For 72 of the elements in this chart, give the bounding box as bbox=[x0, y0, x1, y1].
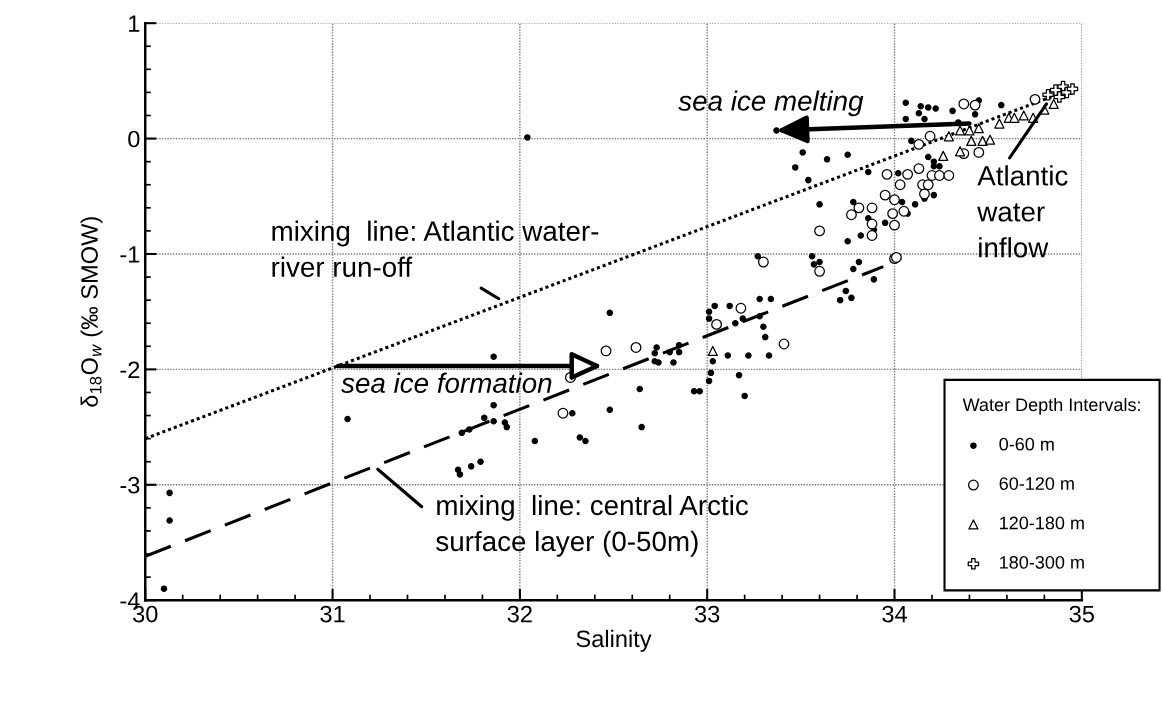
legend-label: 180-300 m bbox=[1000, 555, 1084, 569]
point bbox=[814, 265, 826, 277]
point bbox=[943, 170, 955, 181]
point bbox=[735, 302, 747, 314]
point bbox=[984, 134, 996, 145]
point bbox=[898, 205, 910, 217]
point bbox=[943, 131, 954, 142]
x-tick-label: 35 bbox=[1069, 605, 1094, 623]
y-tick-label: 0 bbox=[128, 130, 140, 148]
point bbox=[889, 194, 900, 206]
point bbox=[924, 130, 936, 142]
point bbox=[889, 219, 900, 231]
point bbox=[814, 225, 826, 237]
legend-label: 120-180 m bbox=[1000, 516, 1084, 530]
legend-label: 60-120 m bbox=[999, 477, 1074, 490]
x-tick-label: 33 bbox=[694, 605, 720, 623]
legend-label: 0-60 m bbox=[999, 437, 1054, 451]
point bbox=[1009, 112, 1020, 123]
point bbox=[958, 98, 970, 110]
x-tick-label: 32 bbox=[507, 605, 532, 623]
point bbox=[1018, 110, 1029, 121]
point bbox=[853, 202, 865, 214]
point bbox=[757, 256, 769, 268]
point bbox=[711, 318, 722, 330]
point bbox=[969, 99, 981, 111]
point bbox=[866, 202, 878, 214]
point bbox=[913, 163, 925, 175]
point bbox=[630, 342, 642, 353]
point bbox=[954, 146, 966, 157]
x-axis-title: Salinity bbox=[576, 629, 652, 652]
point bbox=[1042, 88, 1054, 101]
annotation: Atlantic water inflow bbox=[977, 165, 1068, 258]
annotation: mixing line: central Arctic surface layer (0-50m) bbox=[436, 494, 749, 557]
point bbox=[964, 125, 975, 136]
point bbox=[1029, 93, 1041, 105]
point bbox=[922, 179, 934, 191]
annotation: mixing line: Atlantic water- river run-off bbox=[272, 220, 599, 277]
point bbox=[934, 170, 945, 181]
y-tick-label: -1 bbox=[120, 246, 140, 263]
point bbox=[973, 123, 984, 134]
point bbox=[778, 338, 790, 350]
y-axis-title: δ$_{18}$O$_{w}$ (‰ SMOW) bbox=[80, 217, 103, 407]
point bbox=[977, 135, 988, 147]
point bbox=[879, 189, 891, 201]
point bbox=[938, 150, 949, 162]
point bbox=[994, 118, 1005, 129]
annotation: sea ice melting bbox=[678, 90, 864, 117]
point bbox=[1048, 98, 1059, 110]
point bbox=[1053, 91, 1066, 103]
annotation: sea ice formation bbox=[341, 372, 552, 393]
point bbox=[954, 125, 966, 136]
point bbox=[881, 168, 893, 180]
point bbox=[707, 345, 718, 357]
point bbox=[866, 230, 878, 241]
x-tick-label: 31 bbox=[320, 605, 345, 623]
point bbox=[973, 146, 985, 158]
point bbox=[887, 208, 899, 220]
x-tick-label: 34 bbox=[882, 605, 907, 623]
point bbox=[913, 138, 925, 150]
legend-title: Water Depth Intervals: bbox=[962, 397, 1140, 415]
point bbox=[902, 168, 914, 180]
point bbox=[600, 345, 612, 357]
y-tick-label: 1 bbox=[129, 15, 140, 32]
point bbox=[866, 218, 878, 230]
y-tick-label: -2 bbox=[120, 361, 140, 378]
point bbox=[919, 188, 930, 200]
point bbox=[557, 407, 569, 419]
point bbox=[894, 179, 906, 191]
y-tick-label: -3 bbox=[120, 476, 140, 494]
point bbox=[966, 135, 977, 147]
point bbox=[1066, 83, 1079, 95]
point bbox=[845, 209, 857, 221]
